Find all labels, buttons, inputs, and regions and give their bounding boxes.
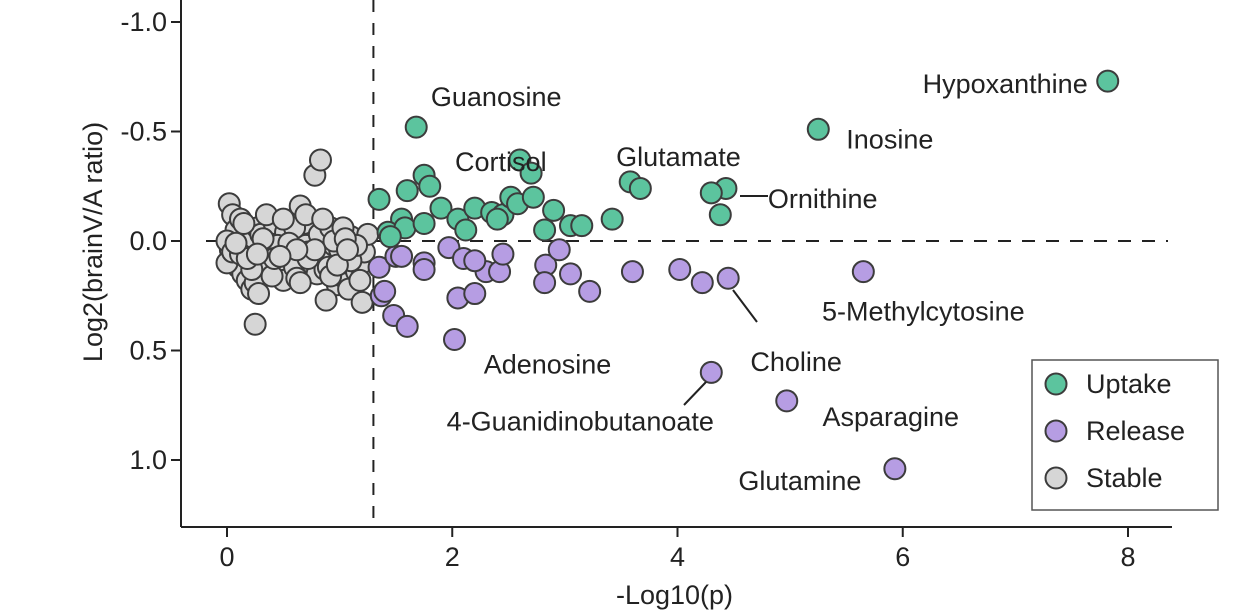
legend-label-release: Release [1086, 416, 1185, 446]
point-release [373, 279, 397, 303]
point-uptake [404, 115, 428, 139]
annotation-label: Cortisol [455, 147, 547, 177]
x-tick-label: 6 [895, 542, 910, 572]
point-uptake [378, 225, 402, 249]
point-stable [314, 288, 338, 312]
point-release [620, 260, 644, 284]
y-tick-label: 0.0 [129, 226, 167, 256]
legend-marker-release [1044, 419, 1068, 443]
point-release [578, 279, 602, 303]
point-uptake [454, 218, 478, 242]
point-release [491, 242, 515, 266]
point-release [851, 260, 875, 284]
point-uptake [570, 214, 594, 238]
point-stable [271, 207, 295, 231]
point-release [395, 314, 419, 338]
annotation-leader [732, 289, 758, 323]
point-release [883, 457, 907, 481]
point-uptake [367, 187, 391, 211]
point-release [668, 257, 692, 281]
annotation-label: Ornithine [768, 184, 878, 214]
point-release [716, 266, 740, 290]
legend-label-uptake: Uptake [1086, 369, 1172, 399]
y-axis-title: Log2(brainV/A ratio) [78, 122, 108, 362]
point-stable [232, 211, 256, 235]
point-uptake [600, 207, 624, 231]
point-release [443, 328, 467, 352]
point-release [559, 262, 583, 286]
annotations: Hypoxanthine Inosine Ornithine Glutamate Gua… [431, 69, 1088, 496]
data-points [215, 69, 1120, 481]
annotation-label: Glutamine [738, 466, 861, 496]
point-release [699, 360, 723, 384]
point-release [463, 282, 487, 306]
point-stable [224, 231, 248, 255]
point-stable [348, 268, 372, 292]
point-uptake [521, 185, 545, 209]
point-uptake [418, 174, 442, 198]
annotation-label: Hypoxanthine [923, 69, 1088, 99]
x-tick-label: 8 [1120, 542, 1135, 572]
annotation-label: Adenosine [484, 350, 612, 380]
point-stable [245, 242, 269, 266]
legend-label-stable: Stable [1086, 463, 1163, 493]
point-release [547, 238, 571, 262]
point-uptake [628, 176, 652, 200]
point-uptake [412, 211, 436, 235]
point-uptake [542, 198, 566, 222]
y-tick-label: -1.0 [120, 7, 167, 37]
y-tick-label: 1.0 [129, 445, 167, 475]
point-stable [247, 282, 271, 306]
point-stable [308, 148, 332, 172]
x-axis-title: -Log10(p) [616, 580, 733, 610]
point-release [390, 244, 414, 268]
point-uptake [395, 179, 419, 203]
point-release [412, 257, 436, 281]
point-uptake [533, 218, 557, 242]
legend-marker-uptake [1044, 372, 1068, 396]
annotation-label: Inosine [846, 124, 933, 154]
annotation-label: 4-Guanidinobutanoate [447, 406, 714, 436]
point-stable [311, 207, 335, 231]
x-tick-label: 4 [670, 542, 685, 572]
annotation-label: Choline [750, 347, 842, 377]
y-tick-label: -0.5 [120, 117, 167, 147]
point-release [533, 271, 557, 295]
point-stable [350, 290, 374, 314]
annotation-label: Guanosine [431, 82, 562, 112]
point-release [463, 249, 487, 273]
point-uptake [429, 196, 453, 220]
annotation-label: Glutamate [616, 142, 741, 172]
point-uptake [708, 203, 732, 227]
point-release [367, 255, 391, 279]
x-tick-label: 2 [445, 542, 460, 572]
legend-marker-stable [1044, 466, 1068, 490]
point-stable [268, 244, 292, 268]
point-uptake [485, 207, 509, 231]
point-stable [336, 238, 360, 262]
y-tick-label: 0.5 [129, 336, 167, 366]
point-stable [288, 271, 312, 295]
x-tick-label: 0 [219, 542, 234, 572]
point-uptake [806, 117, 830, 141]
point-release [775, 389, 799, 413]
point-stable [243, 312, 267, 336]
annotation-label: Asparagine [822, 402, 959, 432]
axes: 0 2 4 6 8 -1.0 -0.5 0.0 0.5 1.0 -Log10(p) Log2(brai… [78, 0, 1172, 610]
point-uptake [519, 161, 543, 185]
legend: Uptake Release Stable [1031, 359, 1219, 511]
point-uptake [1096, 69, 1120, 93]
point-uptake [699, 181, 723, 205]
annotation-label: 5-Methylcytosine [822, 297, 1025, 327]
point-release [690, 271, 714, 295]
annotation-leader [683, 381, 707, 406]
